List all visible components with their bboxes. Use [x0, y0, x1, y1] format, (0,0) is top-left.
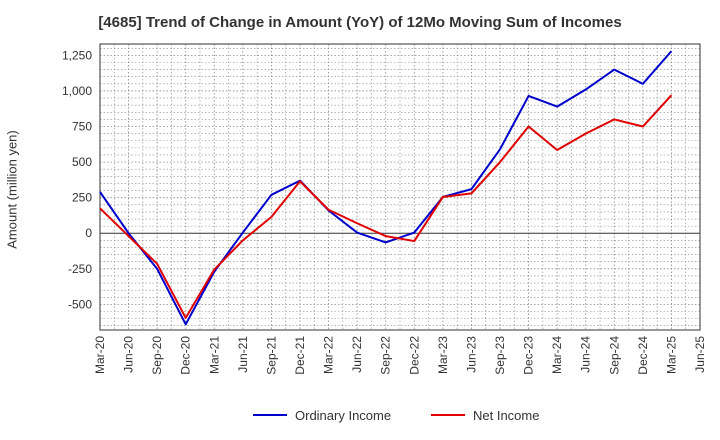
x-tick-label: Sep-21	[264, 336, 278, 375]
x-tick-label: Jun-25	[693, 336, 707, 373]
x-tick-label: Mar-21	[207, 336, 221, 374]
series-line-net-income	[99, 94, 673, 319]
x-tick-label: Jun-20	[122, 336, 136, 373]
y-tick-label: -250	[68, 262, 92, 276]
x-tick-label: Sep-22	[379, 336, 393, 375]
x-tick-label: Jun-21	[236, 336, 250, 373]
x-tick-label: Mar-23	[436, 336, 450, 374]
x-tick-label: Mar-24	[550, 336, 564, 374]
x-tick-label: Sep-23	[493, 336, 507, 375]
y-tick-label: 1,250	[62, 48, 92, 62]
x-tick-label: Dec-20	[179, 336, 193, 375]
x-tick-label: Jun-24	[579, 336, 593, 373]
y-tick-label: 1,000	[62, 84, 92, 98]
series-line-ordinary-income	[99, 50, 673, 326]
x-tick-label: Sep-20	[150, 336, 164, 375]
y-tick-label: 750	[72, 120, 92, 134]
legend-label-ordinary-income: Ordinary Income	[295, 408, 391, 423]
x-tick-label: Mar-22	[322, 336, 336, 374]
x-tick-label: Dec-24	[636, 336, 650, 375]
x-tick-label: Sep-24	[607, 336, 621, 375]
y-tick-label: 0	[85, 226, 92, 240]
x-tick-label: Dec-22	[407, 336, 421, 375]
x-tick-label: Jun-23	[464, 336, 478, 373]
y-tick-label: 500	[72, 155, 92, 169]
x-tick-label: Mar-25	[664, 336, 678, 374]
x-tick-label: Dec-21	[293, 336, 307, 375]
x-tick-label: Dec-23	[522, 336, 536, 375]
y-tick-label: -500	[68, 297, 92, 311]
y-tick-label: 250	[72, 191, 92, 205]
x-tick-label: Mar-20	[93, 336, 107, 374]
chart-title: [4685] Trend of Change in Amount (YoY) o…	[98, 14, 622, 31]
plot-border	[99, 43, 701, 331]
x-tick-label: Jun-22	[350, 336, 364, 373]
legend-label-net-income: Net Income	[473, 408, 539, 423]
